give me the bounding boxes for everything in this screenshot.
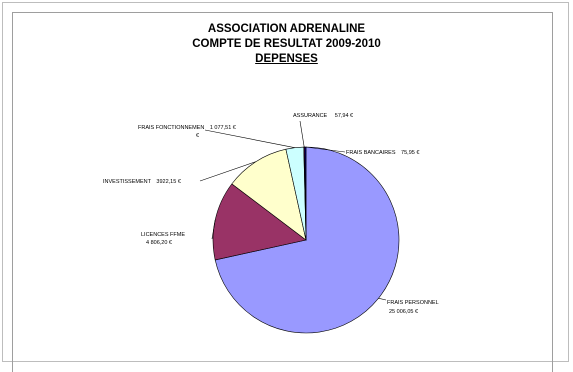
chart-titles: ASSOCIATION ADRENALINE COMPTE DE RESULTA… <box>0 22 573 67</box>
label-fonctionnement-name: FRAIS FONCTIONNEMEN <box>138 125 204 131</box>
leader-line-frais-fonctionnemen <box>204 129 295 148</box>
label-investissement-name: INVESTISSEMENT <box>103 179 152 185</box>
label-fonctionnement-value: 1 077,51 € <box>210 125 236 131</box>
label-assurance-value: 57,94 € <box>335 113 353 119</box>
label-licences-name: LICENCES FFME <box>141 232 185 238</box>
label-investissement: INVESTISSEMENT 3922,15 € <box>103 179 181 185</box>
chart-subtitle: COMPTE DE RESULTAT 2009-2010 <box>192 38 381 50</box>
label-licences-value: 4 806,20 € <box>146 240 172 246</box>
label-bancaires-value: 75,95 € <box>401 150 419 156</box>
label-fonctionnement-euro: € <box>196 133 199 139</box>
chart-heading: DEPENSES <box>255 53 318 65</box>
label-frais-bancaires: FRAIS BANCAIRES 75,95 € <box>346 150 419 156</box>
leader-lines <box>199 120 387 301</box>
pie-slices <box>212 146 400 334</box>
pie-slice-licences-ffme <box>212 183 307 261</box>
label-frais-fonctionnement: FRAIS FONCTIONNEMEN 1 077,51 € <box>138 125 236 131</box>
chart-title: ASSOCIATION ADRENALINE <box>207 23 366 35</box>
label-frais-personnel-name: FRAIS PERSONNEL <box>387 300 439 306</box>
leader-line-frais-personnel <box>378 298 387 301</box>
pie-slice-frais-personnel <box>214 146 400 334</box>
label-assurance: ASSURANCE 57,94 € <box>293 113 353 119</box>
leader-line-investissement <box>199 161 256 182</box>
label-assurance-name: ASSURANCE <box>293 113 328 119</box>
plot-area <box>12 12 553 372</box>
leader-line-licences-ffme <box>211 220 216 240</box>
label-frais-personnel-value: 25 006,05 € <box>389 309 418 315</box>
leader-line-frais-bancaires <box>305 146 346 153</box>
leader-line-assurance <box>299 120 305 148</box>
label-investissement-value: 3922,15 € <box>156 179 180 185</box>
label-bancaires-name: FRAIS BANCAIRES <box>346 150 396 156</box>
